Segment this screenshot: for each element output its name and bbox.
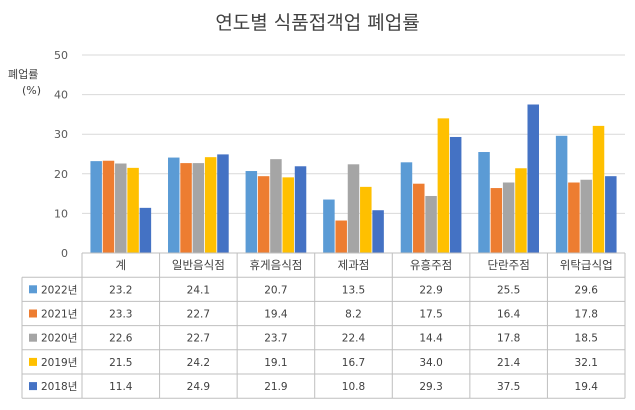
- category-label: 단란주점: [487, 258, 529, 272]
- data-table-value: 22.7: [187, 309, 210, 321]
- data-table-value: 18.5: [575, 333, 598, 345]
- data-table-value: 34.0: [419, 357, 442, 369]
- data-table-value: 22.6: [109, 333, 133, 345]
- y-tick-label: 50: [54, 49, 68, 62]
- data-table-value: 16.7: [342, 357, 365, 369]
- bar-2022년-단란주점: [478, 152, 490, 253]
- bar-2021년-휴게음식점: [257, 176, 270, 253]
- data-table-value: 24.1: [187, 284, 210, 296]
- bar-2021년-유흥주점: [413, 183, 425, 253]
- legend-swatch-2021년: [29, 309, 37, 318]
- bar-2018년-일반음식점: [217, 154, 229, 253]
- bar-2020년-계: [115, 163, 127, 253]
- bar-2019년-제과점: [360, 186, 372, 253]
- bar-2020년-단란주점: [502, 182, 515, 253]
- data-table-value: 17.8: [497, 333, 520, 345]
- y-tick-label: 40: [54, 89, 68, 102]
- legend-label: 2020년: [41, 333, 77, 345]
- data-table-value: 10.8: [342, 381, 365, 393]
- y-tick-label: 20: [54, 168, 68, 181]
- y-tick-label: 30: [54, 128, 68, 141]
- bar-2020년-제과점: [347, 164, 360, 253]
- legend-label: 2022년: [41, 284, 77, 296]
- bar-2018년-휴게음식점: [294, 166, 307, 253]
- bar-2020년-위탁급식업: [580, 179, 592, 253]
- data-table-value: 23.3: [109, 309, 132, 321]
- data-table-value: 21.5: [109, 357, 132, 369]
- bar-2022년-계: [90, 161, 102, 253]
- category-label: 제과점: [338, 258, 370, 272]
- data-table-value: 14.4: [419, 333, 443, 345]
- legend-swatch-2022년: [29, 285, 37, 294]
- bar-2021년-일반음식점: [180, 163, 192, 253]
- data-table-value: 17.5: [419, 309, 442, 321]
- legend-label: 2019년: [41, 357, 77, 369]
- bar-2018년-계: [139, 207, 152, 253]
- legend-label: 2021년: [41, 309, 77, 321]
- legend-label: 2018년: [41, 381, 77, 393]
- data-table-value: 32.1: [575, 357, 598, 369]
- bar-2019년-유흥주점: [437, 118, 450, 253]
- bar-2020년-유흥주점: [425, 195, 437, 253]
- y-axis-unit: (%): [22, 84, 42, 97]
- category-label: 위탁급식업: [560, 258, 613, 272]
- bar-2022년-유흥주점: [400, 162, 413, 253]
- data-table-value: 21.4: [497, 357, 521, 369]
- bar-2019년-휴게음식점: [282, 177, 294, 253]
- bar-2018년-단란주점: [527, 104, 539, 253]
- y-tick-label: 10: [54, 207, 68, 220]
- data-table-value: 23.2: [109, 284, 132, 296]
- bar-2018년-위탁급식업: [605, 176, 617, 253]
- bar-2019년-위탁급식업: [592, 125, 605, 253]
- bar-2021년-단란주점: [490, 188, 503, 253]
- bar-2018년-제과점: [372, 210, 384, 253]
- y-tick-label: 0: [61, 247, 68, 260]
- data-table-value: 24.9: [187, 381, 210, 393]
- bar-2022년-일반음식점: [168, 157, 180, 253]
- data-table-value: 16.4: [497, 309, 521, 321]
- data-table-value: 22.9: [419, 284, 442, 296]
- bar-2022년-위탁급식업: [555, 135, 568, 253]
- legend-swatch-2018년: [29, 382, 37, 391]
- bar-2022년-휴게음식점: [245, 171, 258, 253]
- data-table-value: 29.3: [419, 381, 442, 393]
- data-table-value: 20.7: [264, 284, 287, 296]
- bar-2019년-일반음식점: [204, 157, 217, 253]
- legend-swatch-2019년: [29, 357, 37, 366]
- bar-2019년-단란주점: [515, 168, 527, 253]
- category-label: 휴게음식점: [249, 258, 302, 272]
- data-table-value: 19.4: [264, 309, 288, 321]
- data-table-value: 19.1: [264, 357, 287, 369]
- data-table-value: 25.5: [497, 284, 520, 296]
- data-table-value: 22.4: [342, 333, 366, 345]
- chart-title: 연도별 식품접객업 폐업률: [215, 12, 420, 34]
- bar-2020년-휴게음식점: [270, 159, 282, 253]
- bar-2022년-제과점: [323, 199, 335, 253]
- data-table-value: 13.5: [342, 284, 365, 296]
- category-label: 일반음식점: [172, 258, 225, 272]
- data-table-value: 29.6: [575, 284, 599, 296]
- data-table-value: 24.2: [187, 357, 210, 369]
- legend-swatch-2020년: [29, 333, 37, 342]
- data-table-value: 11.4: [109, 381, 133, 393]
- data-table-value: 17.8: [575, 309, 598, 321]
- bar-2019년-계: [127, 167, 139, 253]
- bar-2021년-위탁급식업: [568, 182, 580, 253]
- data-table-value: 37.5: [497, 381, 520, 393]
- y-axis-label: 폐업률: [8, 68, 39, 81]
- bar-2020년-일반음식점: [192, 163, 205, 253]
- bar-2021년-계: [102, 160, 115, 253]
- bar-2018년-유흥주점: [449, 136, 462, 253]
- data-table-value: 22.7: [187, 333, 210, 345]
- data-table-value: 21.9: [264, 381, 287, 393]
- category-label: 계: [115, 258, 126, 272]
- bar-2021년-제과점: [335, 220, 347, 253]
- data-table-value: 19.4: [575, 381, 599, 393]
- category-label: 유흥주점: [410, 258, 452, 272]
- data-table-value: 23.7: [264, 333, 287, 345]
- data-table-value: 8.2: [345, 309, 362, 321]
